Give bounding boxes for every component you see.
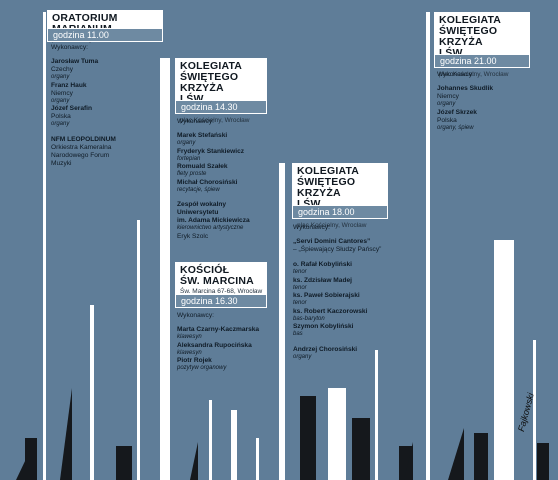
performer-list: Jarosław Tuma Czechy organy Franz Hauk Nie… [51, 58, 156, 168]
performer: organy [51, 74, 70, 80]
dark-pipe [537, 443, 549, 480]
performer: o. Rafał Kobyliński tenor [293, 261, 352, 275]
performer: – „Śpiewający Słudzy Pańscy” [293, 246, 382, 253]
performer: Józef Skrzek Polska [437, 108, 477, 124]
pipe-bar [43, 12, 46, 480]
performer: im. Adama Mickiewicza kierownictwo artyst… [177, 217, 250, 231]
performer: organy [51, 97, 70, 104]
performer: Zespół wokalny [177, 201, 227, 208]
pipe-bar [533, 340, 536, 480]
pipe-bar [160, 58, 170, 480]
performer: Szymon Kobyliński bas [293, 323, 354, 337]
performer: Franz Hauk Niemcy [51, 81, 87, 97]
venue-card-2: Kolegiata Świętego Krzyża i św. Bartłomi… [175, 58, 267, 124]
performers-4: Wykonawcy: „Servi Domini Cantores” – „Śp… [293, 224, 403, 361]
performer: Jarosław Tuma Czechy [51, 58, 99, 73]
performers-label: Wykonawcy: [177, 118, 214, 125]
concert-time: godzina 18.00 [292, 205, 388, 219]
pipe-bar [279, 163, 285, 480]
concert-time: godzina 16.30 [175, 294, 267, 308]
pipe-bar [328, 388, 346, 480]
performers-label: Wykonawcy: [293, 224, 330, 231]
dark-pipe [116, 446, 132, 480]
venue-card-4: Kolegiata Świętego Krzyża i św. Bartłomi… [292, 163, 388, 229]
performer: Muzyki [51, 159, 72, 167]
performers-label: Wykonawcy: [437, 71, 474, 78]
pipe-bar [256, 438, 259, 480]
performers-1: Wykonawcy: Jarosław Tuma Czechy organy Fr… [51, 44, 156, 168]
venue-card-3: Kościół św. Marcina Św. Marcina 67-68, W… [175, 262, 267, 295]
venue-card-5: Kolegiata Świętego Krzyża i św. Bartłomi… [434, 12, 530, 78]
performer-list: Marta Czarny-Kaczmarska klawesyn Aleksand… [177, 326, 277, 373]
performer: Romuald Szałek flety proste [177, 163, 228, 177]
performer: organy [51, 121, 70, 127]
dark-pipe [300, 396, 316, 480]
dark-pipe [474, 433, 488, 480]
performer: ks. Robert Kaczorowski bas-baryton [293, 307, 368, 322]
pipe-bar [137, 220, 140, 480]
performers-label: Wykonawcy: [177, 312, 214, 319]
pipe-bar [375, 350, 378, 480]
pipe-bar [231, 410, 237, 480]
performer: Johannes Skudlik Niemcy [437, 85, 494, 100]
performer: Narodowego Forum [51, 151, 110, 159]
pipe-bar [494, 240, 514, 480]
pipe-bar [209, 400, 212, 480]
performer: Józef Serafin Polska [51, 105, 93, 120]
performer: Marta Czarny-Kaczmarska klawesyn [177, 326, 260, 340]
performers-2: Wykonawcy: Marek Stefański organy Frydery… [177, 118, 277, 241]
performer-list: Johannes Skudlik Niemcy organy Józef Skrz… [437, 85, 537, 132]
performer: Eryk Szolc [177, 232, 209, 240]
performer: organy, śpiew [437, 124, 474, 131]
performers-label: Wykonawcy: [51, 44, 88, 51]
performers-5: Wykonawcy: Johannes Skudlik Niemcy organy… [437, 71, 537, 132]
performers-3: Wykonawcy: Marta Czarny-Kaczmarska klawes… [177, 312, 277, 373]
performer: Uniwersytetu [177, 209, 219, 216]
performer: Piotr Rojek pozytyw organowy [177, 357, 227, 371]
performer: organy [437, 101, 456, 107]
venue-address: plac Kościelny, Wrocław [180, 117, 250, 124]
performer: Andrzej Chorosiński organy [293, 345, 358, 360]
venue-address: plac Kościelny, Wrocław [297, 222, 367, 229]
performer-list: „Servi Domini Cantores” – „Śpiewający Sł… [293, 238, 403, 361]
performer: Marek Stefański organy [177, 132, 228, 146]
performer: Michał Chorosiński recytacje, śpiew [177, 178, 238, 193]
performer: Aleksandra Rupocińska klawesyn [177, 341, 252, 356]
performer: ks. Zdzisław Madej tenor [293, 276, 352, 291]
performer: Orkiestra Kameralna [51, 143, 112, 151]
performer: ks. Paweł Sobierajski tenor [293, 292, 360, 306]
performer: „Servi Domini Cantores” [293, 238, 371, 245]
performer: NFM LEOPOLDINUM [51, 135, 116, 143]
dark-pipe [352, 418, 370, 480]
pipe-bar [426, 12, 430, 480]
performer: Fryderyk Stankiewicz fortepian [177, 147, 245, 162]
venue-address: Św. Marcina 67-68, Wrocław [180, 288, 263, 295]
concert-time: godzina 21.00 [434, 54, 530, 68]
concert-time: godzina 14.30 [175, 100, 267, 114]
venue-name: Kościół św. Marcina [180, 264, 254, 287]
performer-list: Marek Stefański organy Fryderyk Stankiewi… [177, 132, 277, 241]
concert-time: godzina 11.00 [47, 28, 163, 42]
venue-address: plac Kościelny, Wrocław [439, 71, 509, 78]
pipe-bar [90, 305, 94, 480]
